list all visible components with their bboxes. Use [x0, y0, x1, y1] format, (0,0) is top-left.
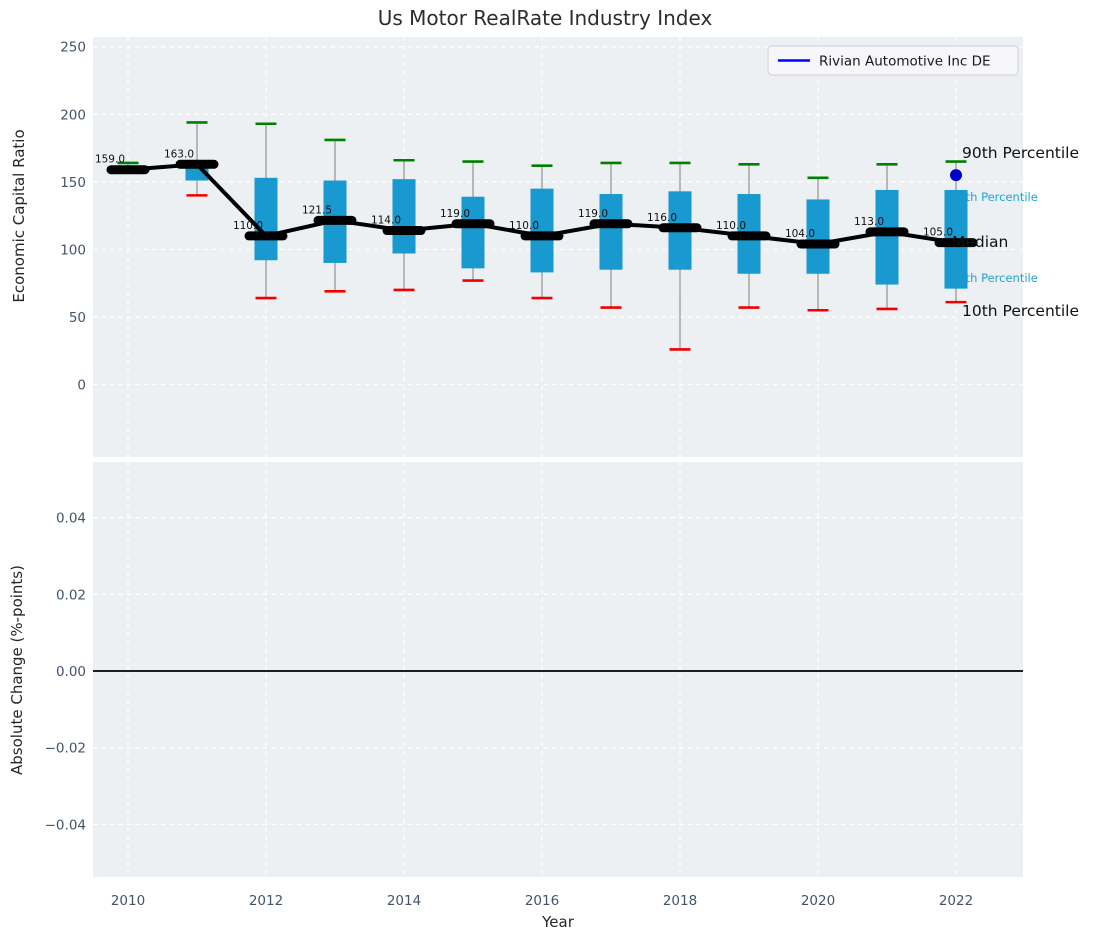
legend-label: Rivian Automotive Inc DE	[819, 54, 991, 70]
boxplot-box	[599, 194, 623, 270]
xtick-label: 2018	[663, 893, 697, 909]
median-value-label: 113.0	[854, 216, 884, 228]
xtick-label: 2012	[249, 893, 283, 909]
median-value-label: 105.0	[923, 227, 953, 239]
chart-title: Us Motor RealRate Industry Index	[378, 6, 713, 30]
median-value-label: 116.0	[647, 212, 677, 224]
median-value-label: 159.0	[95, 154, 125, 166]
top-panel-background	[93, 37, 1023, 457]
bottom-panel-background	[93, 462, 1023, 877]
xtick-label: 2016	[525, 893, 559, 909]
annotation-10th-percentile: 10th Percentile	[962, 302, 1079, 320]
ytick-label-bottom: 0.04	[56, 511, 86, 527]
legend: Rivian Automotive Inc DE	[767, 45, 1019, 76]
annotation-75th-percentile: 75th Percentile	[951, 190, 1038, 204]
annotation-median: Median	[952, 233, 1008, 251]
legend-box	[767, 45, 1019, 76]
xtick-label: 2022	[939, 893, 973, 909]
median-value-label: 104.0	[785, 228, 815, 240]
ytick-label-top: 250	[60, 40, 86, 56]
ticks-layer: 250 200 150 100 50 0 0.04 0.02 0.00 −0.02 −0.04 201…	[45, 40, 974, 909]
ytick-label-top: 100	[60, 242, 86, 258]
annotation-25th-percentile: 25th Percentile	[951, 271, 1038, 285]
median-value-label: 110.0	[716, 220, 746, 232]
xtick-label: 2014	[387, 893, 421, 909]
ytick-label-top: 0	[77, 378, 86, 394]
median-value-label: 119.0	[440, 208, 470, 220]
median-value-label: 110.0	[509, 220, 539, 232]
ytick-label-top: 50	[69, 310, 86, 326]
xtick-label: 2010	[111, 893, 145, 909]
rivian-data-point	[950, 169, 962, 182]
median-value-label: 114.0	[371, 215, 401, 227]
boxplot-box	[461, 196, 485, 269]
ytick-label-bottom: 0.00	[56, 664, 86, 680]
median-value-label: 163.0	[164, 148, 194, 160]
median-value-label: 121.5	[302, 204, 332, 216]
boxplot-box	[806, 199, 830, 274]
panels-layer	[93, 37, 1023, 877]
annotation-90th-percentile: 90th Percentile	[962, 144, 1079, 162]
ytick-label-top: 200	[60, 107, 86, 123]
xlabel: Year	[541, 913, 575, 931]
ytick-label-top: 150	[60, 175, 86, 191]
ytick-label-bottom: −0.04	[45, 817, 86, 833]
medians-layer: 159.0 163.0 110.0 121.5 114.0 119.0 110.0 119.0…	[95, 148, 978, 249]
xtick-label: 2020	[801, 893, 835, 909]
median-value-label: 119.0	[578, 208, 608, 220]
median-value-label: 110.0	[233, 220, 263, 232]
ylabel-top: Economic Capital Ratio	[10, 129, 28, 302]
ylabel-bottom: Absolute Change (%-points)	[8, 565, 26, 775]
boxplot-box	[875, 189, 899, 285]
boxplot-box	[530, 188, 554, 273]
ytick-label-bottom: 0.02	[56, 587, 86, 603]
extras-layer	[950, 169, 962, 182]
ytick-label-bottom: −0.02	[45, 741, 86, 757]
